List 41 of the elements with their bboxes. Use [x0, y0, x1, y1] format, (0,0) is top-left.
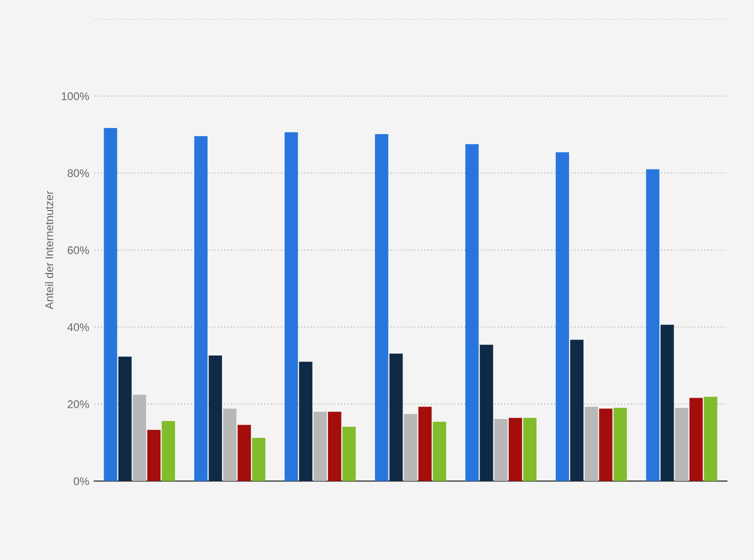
bar	[299, 362, 312, 482]
bar	[704, 396, 718, 482]
bar	[570, 340, 584, 482]
bar	[342, 426, 356, 482]
bar	[465, 144, 479, 482]
bar	[646, 169, 660, 482]
bar	[223, 408, 236, 482]
bar	[494, 419, 508, 482]
bar	[523, 418, 536, 482]
bar	[238, 424, 251, 482]
bar	[418, 406, 432, 482]
bar	[118, 356, 132, 482]
bar	[675, 408, 688, 482]
bar	[432, 422, 446, 482]
bar	[556, 152, 570, 482]
y-tick-label: 60%	[68, 246, 89, 254]
bar	[508, 418, 522, 482]
bar	[599, 408, 612, 482]
bar	[374, 134, 388, 482]
bar	[284, 132, 298, 482]
bar	[194, 136, 208, 482]
bar	[147, 430, 161, 482]
bar	[252, 438, 266, 482]
y-axis-title: Anteil der Internetnutzer	[45, 190, 54, 310]
y-tick-label: 0%	[74, 477, 89, 486]
bar	[162, 420, 176, 482]
bar	[584, 406, 598, 482]
bar	[104, 128, 118, 482]
bar	[614, 408, 627, 482]
y-tick-label: 20%	[68, 400, 89, 408]
bar	[328, 412, 342, 482]
y-tick-label: 40%	[67, 323, 89, 332]
bar	[480, 344, 494, 482]
y-tick-label: 100%	[62, 92, 89, 100]
y-tick-label: 80%	[68, 169, 89, 178]
bar	[689, 398, 703, 482]
bar	[389, 354, 403, 482]
bar	[404, 414, 418, 482]
bar	[208, 356, 222, 482]
bar	[660, 324, 674, 482]
bar	[314, 412, 327, 482]
